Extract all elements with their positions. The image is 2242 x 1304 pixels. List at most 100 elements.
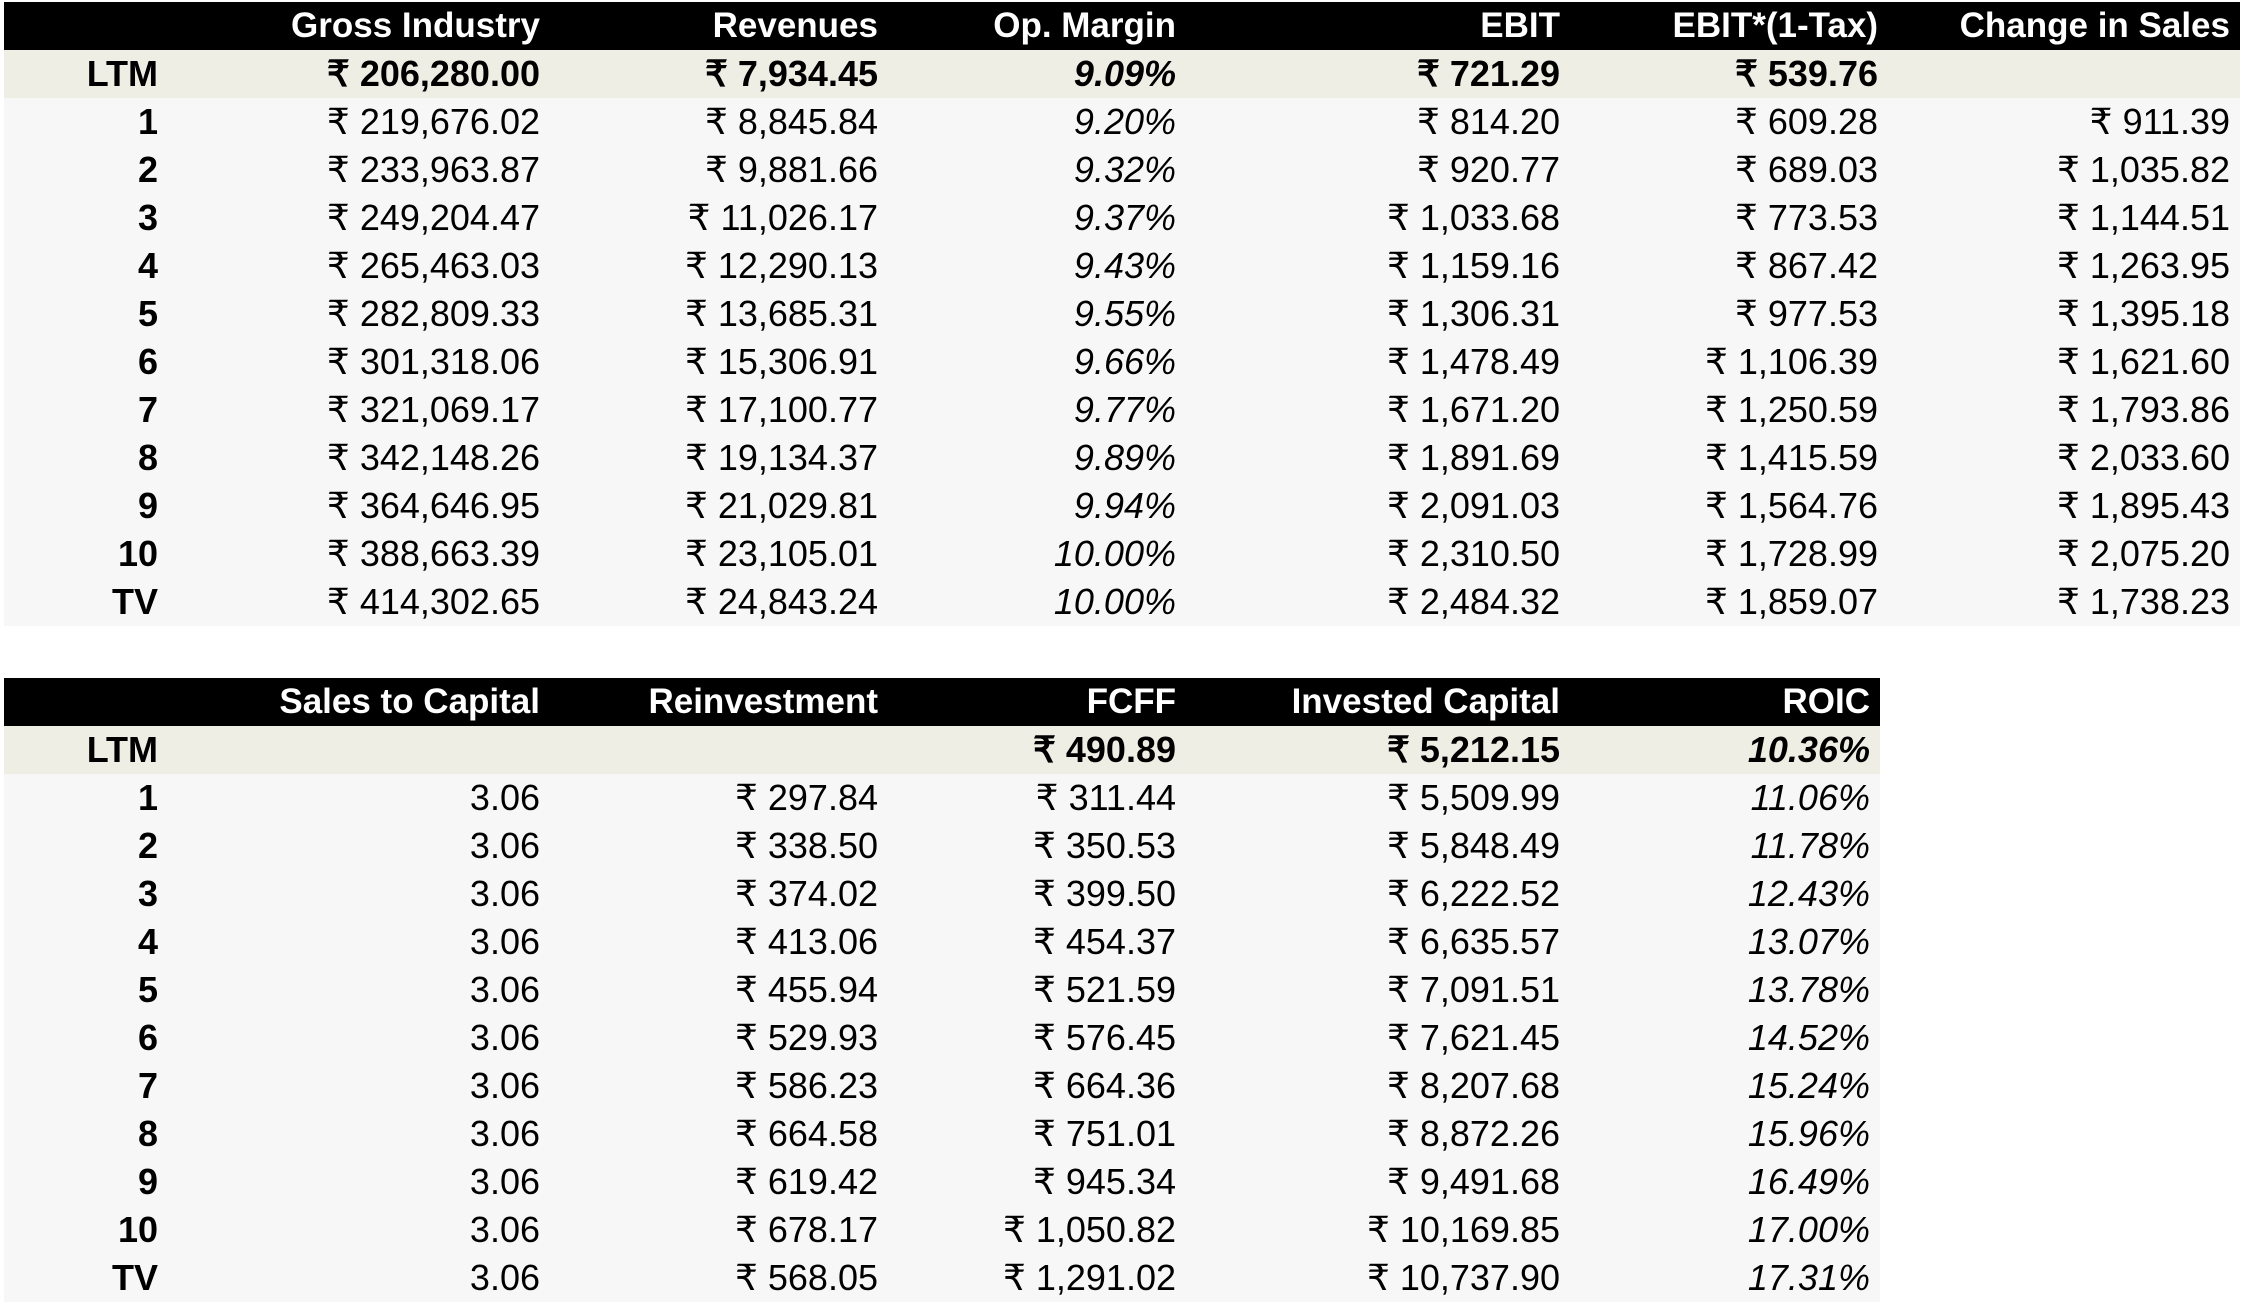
capital-table: Sales to Capital Reinvestment FCFF Inves… xyxy=(4,678,1880,1302)
row-label: 1 xyxy=(4,98,172,146)
row-label: 5 xyxy=(4,966,172,1014)
table-cell: ₹ 1,050.82 xyxy=(888,1206,1186,1254)
table-cell: 9.89% xyxy=(888,434,1186,482)
table-row: 1 ₹ 219,676.02 ₹ 8,845.84 9.20% ₹ 814.20 ₹ 60… xyxy=(4,98,2240,146)
table-cell: ₹ 249,204.47 xyxy=(172,194,550,242)
table-cell: ₹ 8,207.68 xyxy=(1186,1062,1570,1110)
table-cell: ₹ 7,934.45 xyxy=(550,50,888,98)
table-cell: ₹ 2,310.50 xyxy=(1186,530,1570,578)
table-cell: ₹ 301,318.06 xyxy=(172,338,550,386)
table-row: 7 3.06 ₹ 586.23 ₹ 664.36 ₹ 8,207.68 15.24% xyxy=(4,1062,1880,1110)
table-row: 5 3.06 ₹ 455.94 ₹ 521.59 ₹ 7,091.51 13.78% xyxy=(4,966,1880,1014)
row-label: 4 xyxy=(4,918,172,966)
table-cell: ₹ 1,891.69 xyxy=(1186,434,1570,482)
table-cell: ₹ 24,843.24 xyxy=(550,578,888,626)
row-label: 7 xyxy=(4,1062,172,1110)
capital-table-body: LTM ₹ 490.89 ₹ 5,212.15 10.36% 1 3.06 ₹ 297.84… xyxy=(4,726,1880,1302)
table-cell: ₹ 1,035.82 xyxy=(1888,146,2240,194)
table-cell: 3.06 xyxy=(172,822,550,870)
table-cell: ₹ 6,635.57 xyxy=(1186,918,1570,966)
row-label: 1 xyxy=(4,774,172,822)
table-cell: ₹ 1,159.16 xyxy=(1186,242,1570,290)
table-cell: ₹ 1,859.07 xyxy=(1570,578,1888,626)
table-cell: ₹ 1,306.31 xyxy=(1186,290,1570,338)
table-cell: 3.06 xyxy=(172,1158,550,1206)
table-cell: ₹ 920.77 xyxy=(1186,146,1570,194)
row-label: 9 xyxy=(4,1158,172,1206)
table-cell: 11.78% xyxy=(1570,822,1880,870)
row-label: 9 xyxy=(4,482,172,530)
table-cell: ₹ 678.17 xyxy=(550,1206,888,1254)
table-cell: ₹ 10,737.90 xyxy=(1186,1254,1570,1302)
table-cell: ₹ 219,676.02 xyxy=(172,98,550,146)
table-cell: ₹ 265,463.03 xyxy=(172,242,550,290)
header-gross-industry: Gross Industry xyxy=(172,2,550,50)
row-label: 6 xyxy=(4,1014,172,1062)
table-cell: ₹ 12,290.13 xyxy=(550,242,888,290)
table-cell: ₹ 1,621.60 xyxy=(1888,338,2240,386)
table-row: TV ₹ 414,302.65 ₹ 24,843.24 10.00% ₹ 2,484.3… xyxy=(4,578,2240,626)
table-row: 2 ₹ 233,963.87 ₹ 9,881.66 9.32% ₹ 920.77 ₹ 68… xyxy=(4,146,2240,194)
table-cell: 9.20% xyxy=(888,98,1186,146)
table-cell: 9.09% xyxy=(888,50,1186,98)
table-cell: 15.96% xyxy=(1570,1110,1880,1158)
table-row: 8 3.06 ₹ 664.58 ₹ 751.01 ₹ 8,872.26 15.96% xyxy=(4,1110,1880,1158)
table-cell: 13.07% xyxy=(1570,918,1880,966)
table-cell: ₹ 1,671.20 xyxy=(1186,386,1570,434)
table-cell: ₹ 945.34 xyxy=(888,1158,1186,1206)
table-cell: ₹ 21,029.81 xyxy=(550,482,888,530)
header-reinvestment: Reinvestment xyxy=(550,678,888,726)
table-cell: 11.06% xyxy=(1570,774,1880,822)
table-cell: ₹ 15,306.91 xyxy=(550,338,888,386)
table-row: 4 ₹ 265,463.03 ₹ 12,290.13 9.43% ₹ 1,159.16 ₹… xyxy=(4,242,2240,290)
header-fcff: FCFF xyxy=(888,678,1186,726)
header-roic: ROIC xyxy=(1570,678,1880,726)
table-cell: 10.36% xyxy=(1570,726,1880,774)
table-cell: ₹ 5,212.15 xyxy=(1186,726,1570,774)
row-label: 7 xyxy=(4,386,172,434)
table-cell xyxy=(172,726,550,774)
row-label: 10 xyxy=(4,1206,172,1254)
table-cell: ₹ 454.37 xyxy=(888,918,1186,966)
table-cell: ₹ 6,222.52 xyxy=(1186,870,1570,918)
table-cell: ₹ 1,793.86 xyxy=(1888,386,2240,434)
table-row: 9 ₹ 364,646.95 ₹ 21,029.81 9.94% ₹ 2,091.03 ₹… xyxy=(4,482,2240,530)
table-cell: 9.94% xyxy=(888,482,1186,530)
table-cell: ₹ 867.42 xyxy=(1570,242,1888,290)
table-cell: ₹ 521.59 xyxy=(888,966,1186,1014)
table-cell: 10.00% xyxy=(888,578,1186,626)
table-row: 7 ₹ 321,069.17 ₹ 17,100.77 9.77% ₹ 1,671.20 ₹… xyxy=(4,386,2240,434)
header-ebit: EBIT xyxy=(1186,2,1570,50)
table-cell: ₹ 5,509.99 xyxy=(1186,774,1570,822)
table-row: 5 ₹ 282,809.33 ₹ 13,685.31 9.55% ₹ 1,306.31 ₹… xyxy=(4,290,2240,338)
table-cell: 3.06 xyxy=(172,774,550,822)
header-op-margin: Op. Margin xyxy=(888,2,1186,50)
row-label: 8 xyxy=(4,434,172,482)
table-row: 3 ₹ 249,204.47 ₹ 11,026.17 9.37% ₹ 1,033.68 ₹… xyxy=(4,194,2240,242)
table-cell: ₹ 5,848.49 xyxy=(1186,822,1570,870)
forecast-table-body: LTM ₹ 206,280.00 ₹ 7,934.45 9.09% ₹ 721.29 ₹ … xyxy=(4,50,2240,626)
table-cell: ₹ 19,134.37 xyxy=(550,434,888,482)
table-row: 8 ₹ 342,148.26 ₹ 19,134.37 9.89% ₹ 1,891.69 ₹… xyxy=(4,434,2240,482)
table-cell: 3.06 xyxy=(172,1206,550,1254)
table-cell: 3.06 xyxy=(172,1254,550,1302)
row-label: 4 xyxy=(4,242,172,290)
table-cell: 3.06 xyxy=(172,966,550,1014)
table-row: TV 3.06 ₹ 568.05 ₹ 1,291.02 ₹ 10,737.90 17.31… xyxy=(4,1254,1880,1302)
table-cell: ₹ 311.44 xyxy=(888,774,1186,822)
table-cell: ₹ 1,144.51 xyxy=(1888,194,2240,242)
table-cell: ₹ 350.53 xyxy=(888,822,1186,870)
row-label: 5 xyxy=(4,290,172,338)
table-cell: ₹ 568.05 xyxy=(550,1254,888,1302)
table-cell: ₹ 1,263.95 xyxy=(1888,242,2240,290)
row-label: LTM xyxy=(4,50,172,98)
table-row: 10 3.06 ₹ 678.17 ₹ 1,050.82 ₹ 10,169.85 17.00… xyxy=(4,1206,1880,1254)
table-cell: ₹ 342,148.26 xyxy=(172,434,550,482)
table-cell: ₹ 23,105.01 xyxy=(550,530,888,578)
table-cell: ₹ 2,091.03 xyxy=(1186,482,1570,530)
header-invested-capital: Invested Capital xyxy=(1186,678,1570,726)
row-label: 6 xyxy=(4,338,172,386)
table-cell: ₹ 364,646.95 xyxy=(172,482,550,530)
table-cell: ₹ 1,738.23 xyxy=(1888,578,2240,626)
table-cell: ₹ 10,169.85 xyxy=(1186,1206,1570,1254)
